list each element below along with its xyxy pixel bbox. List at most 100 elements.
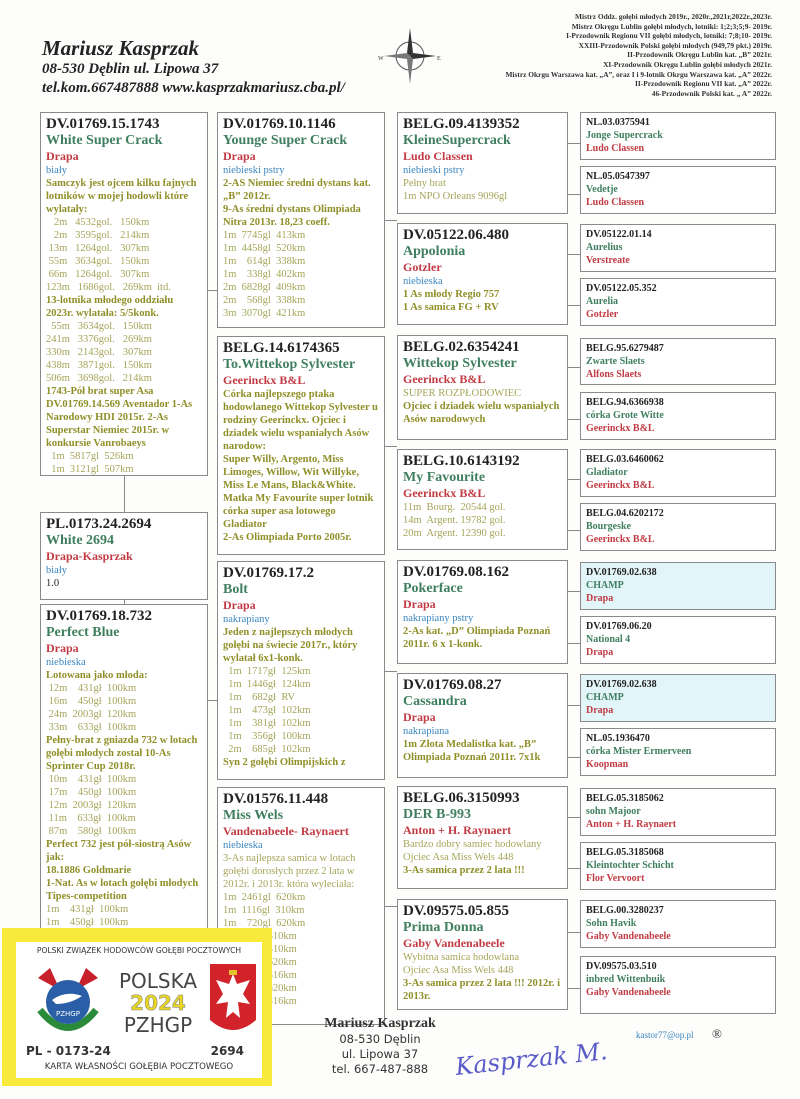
- pigeon-name: Kleintochter Schicht: [586, 860, 674, 871]
- pigeon-card: DV.05122.05.352 Aurelia Gotzler: [580, 278, 776, 326]
- achievement-line: II-Przodownik Regionu VII kat. „A” 2022r…: [635, 79, 772, 89]
- pedigree-note: Jeden z najlepszych młodych gołębi na św…: [223, 627, 358, 664]
- pedigree-note: 14m Argent. 19782 gol.: [403, 515, 506, 526]
- pedigree-note: Super Willy, Argento, Miss Limoges, Will…: [223, 454, 359, 491]
- card-org: POLSKI ZWIĄZEK HODOWCÓW GOŁĘBI POCZTOWYC…: [36, 946, 242, 955]
- pedigree-note: 1m 682gł RV: [223, 692, 296, 703]
- pedigree-note: 1m 2461gl 620km: [223, 892, 306, 903]
- pigeon-card: DV.09575.03.510 inbred Wittenbuik Gaby Van…: [580, 956, 776, 1014]
- connector-line: [568, 304, 580, 306]
- pedigree-note: 438m 3871gol. 150km: [46, 360, 152, 371]
- pigeon-card: BELG.14.6174365 To.Wittekop Sylvester Geer…: [217, 336, 385, 555]
- pigeon-name: My Favourite: [403, 470, 486, 485]
- pigeon-name: Bolt: [223, 582, 248, 597]
- pedigree-note: 12m 2003gł 120km: [46, 800, 137, 811]
- pigeon-card: DV.05122.06.480 Appolonia Gotzler niebieska…: [397, 223, 568, 325]
- breeder-name: Vandenabeele- Raynaert: [223, 824, 349, 838]
- card-polska: POLSKA: [118, 969, 198, 993]
- pedigree-note: 87m 580gł 100km: [46, 826, 137, 837]
- pedigree-note: 1m 1446gł 124km: [223, 679, 311, 690]
- pigeon-name: Vedetje: [586, 184, 618, 195]
- pedigree-note: 1.0: [46, 578, 60, 589]
- pigeon-name: Wittekop Sylvester: [403, 356, 517, 371]
- pigeon-card: NL.05.1936470 córka Mister Ermerveen Koopm…: [580, 728, 776, 776]
- breeder-name: Drapa: [403, 597, 436, 611]
- ring-number: BELG.04.6202172: [586, 508, 664, 519]
- connector-line: [385, 670, 397, 672]
- pedigree-note: 1m NPO Orleans 9096gl: [403, 191, 508, 202]
- pigeon-card: DV.09575.05.855 Prima Donna Gaby Vandenabe…: [397, 899, 568, 1010]
- pigeon-name: KleineSupercrack: [403, 133, 511, 148]
- signature: Kasprzak M.: [453, 1037, 609, 1081]
- pigeon-name: Cassandra: [403, 694, 467, 709]
- pedigree-note: Ojciec Asa Miss Wels 448: [403, 852, 514, 863]
- ring-number: BELG.10.6143192: [403, 453, 520, 469]
- pedigree-note: 2m 6828gl 409km: [223, 282, 306, 293]
- connector-line: [208, 290, 217, 291]
- achievement-line: Mistrz Okręgu Lublin gołębi młodych, lot…: [571, 21, 772, 31]
- pedigree-note: 241m 3376gol. 269km: [46, 334, 152, 345]
- pedigree-note: Wybitna samica hodowlana: [403, 952, 519, 963]
- connector-line: [124, 476, 125, 512]
- breeder-contact: tel.kom.667487888 www.kasprzakmariusz.cb…: [42, 80, 345, 96]
- pigeon-card: BELG.95.6279487 Zwarte Slaets Alfons Slaet…: [580, 338, 776, 385]
- connector-line: [124, 600, 125, 604]
- ring-number: DV.01769.06.20: [586, 621, 652, 632]
- breeder-name: Alfons Slaets: [586, 369, 642, 380]
- pedigree-note: 3-As samica przez 2 lata !!!: [403, 865, 525, 876]
- pedigree-note: 330m 2143gol. 307km: [46, 347, 152, 358]
- pedigree-note: 1m 1116gl 310km: [223, 905, 305, 916]
- pedigree-note: Samczyk jest ojcem kilku fajnych lotnikó…: [46, 178, 197, 215]
- pigeon-color: biały: [46, 165, 67, 176]
- breeder-name: Drapa: [586, 593, 614, 604]
- pigeon-name: sohn Majoor: [586, 806, 641, 817]
- email-link[interactable]: kastor77@op.pl: [636, 1030, 694, 1040]
- pedigree-note: 2m 4532gol. 150km: [46, 217, 150, 228]
- pedigree-note: 2m 568gl 338km: [223, 295, 306, 306]
- pigeon-color: biały: [46, 565, 67, 576]
- pedigree-note: 2m 3595gol. 214km: [46, 230, 150, 241]
- pigeon-name: CHAMP: [586, 692, 624, 703]
- ring-number: DV.05122.06.480: [403, 227, 509, 243]
- achievement-line: Mistrz Okrgu Warszawa kat. „A”, oraz I i…: [505, 69, 772, 79]
- breeder-name: Geerinckx B&L: [223, 373, 306, 387]
- pigeon-name: White 2694: [46, 533, 115, 548]
- pigeon-name: Sohn Havik: [586, 918, 637, 929]
- breeder-name: Geerinckx B&L: [586, 480, 655, 491]
- breeder-name: Flor Vervoort: [586, 873, 645, 884]
- breeder-name: Geerinckx B&L: [586, 423, 655, 434]
- ring-number: BELG.94.6366938: [586, 397, 664, 408]
- pigeon-name: córka Mister Ermerveen: [586, 746, 692, 757]
- pedigree-note: 1m 720gl 620km: [223, 918, 306, 929]
- pedigree-note: Syn 2 gołębi Olimpijskich z: [223, 757, 346, 768]
- pigeon-card: DV.01769.08.27 Cassandra Drapa nakrapiana 1m…: [397, 673, 568, 778]
- breeder-name: Anton + H. Raynaert: [403, 823, 512, 837]
- pedigree-note: 310km: [267, 944, 297, 955]
- breeder-name: Verstreate: [586, 255, 630, 266]
- pigeon-name: Perfect Blue: [46, 625, 120, 640]
- footer-street: ul. Lipowa 37: [341, 1047, 419, 1061]
- ring-number: DV.05122.05.352: [586, 283, 657, 294]
- breeder-name: Mariusz Kasprzak: [42, 36, 199, 60]
- card-pzhgp: PZHGP: [123, 1013, 193, 1037]
- pedigree-note: SUPER ROZPŁODOWIEC: [403, 388, 522, 399]
- pedigree-note: Gladiator: [223, 519, 267, 530]
- pigeon-name: Prima Donna: [403, 920, 484, 935]
- breeder-name: Drapa: [46, 641, 79, 655]
- pedigree-note: Córka najlepszego ptaka hodowlanego Witt…: [223, 389, 378, 452]
- pedigree-note: 1m 7745gl 413km: [223, 230, 306, 241]
- pigeon-name: Appolonia: [403, 244, 466, 259]
- pigeon-card: DV.05122.01.14 Aurelius Verstreate: [580, 224, 776, 272]
- ring-number: DV.01769.10.1146: [223, 116, 336, 132]
- pigeon-name: DER B-993: [403, 807, 472, 822]
- achievement-line: 46-Przodownik Polski kat. „ A” 2022r.: [651, 88, 772, 98]
- pigeon-card: BELG.05.3185068 Kleintochter Schicht Flor …: [580, 842, 776, 890]
- breeder-name: Gaby Vandenabeele: [403, 936, 505, 950]
- ring-number: DV.01769.18.732: [46, 608, 152, 624]
- pigeon-name: Younge Super Crack: [223, 133, 348, 148]
- pigeon-card: BELG.02.6354241 Wittekop Sylvester Geerinc…: [397, 335, 568, 440]
- achievement-line: II-Przodownik Okręgu Lublin kat. „B” 202…: [627, 50, 772, 60]
- ring-number: BELG.03.6460062: [586, 454, 664, 465]
- achievement-line: XXIII-Przodownik Polski gołębi młodych (…: [578, 40, 772, 50]
- pigeon-card: DV.01769.15.1743 White Super Crack Drapa bi…: [40, 112, 208, 476]
